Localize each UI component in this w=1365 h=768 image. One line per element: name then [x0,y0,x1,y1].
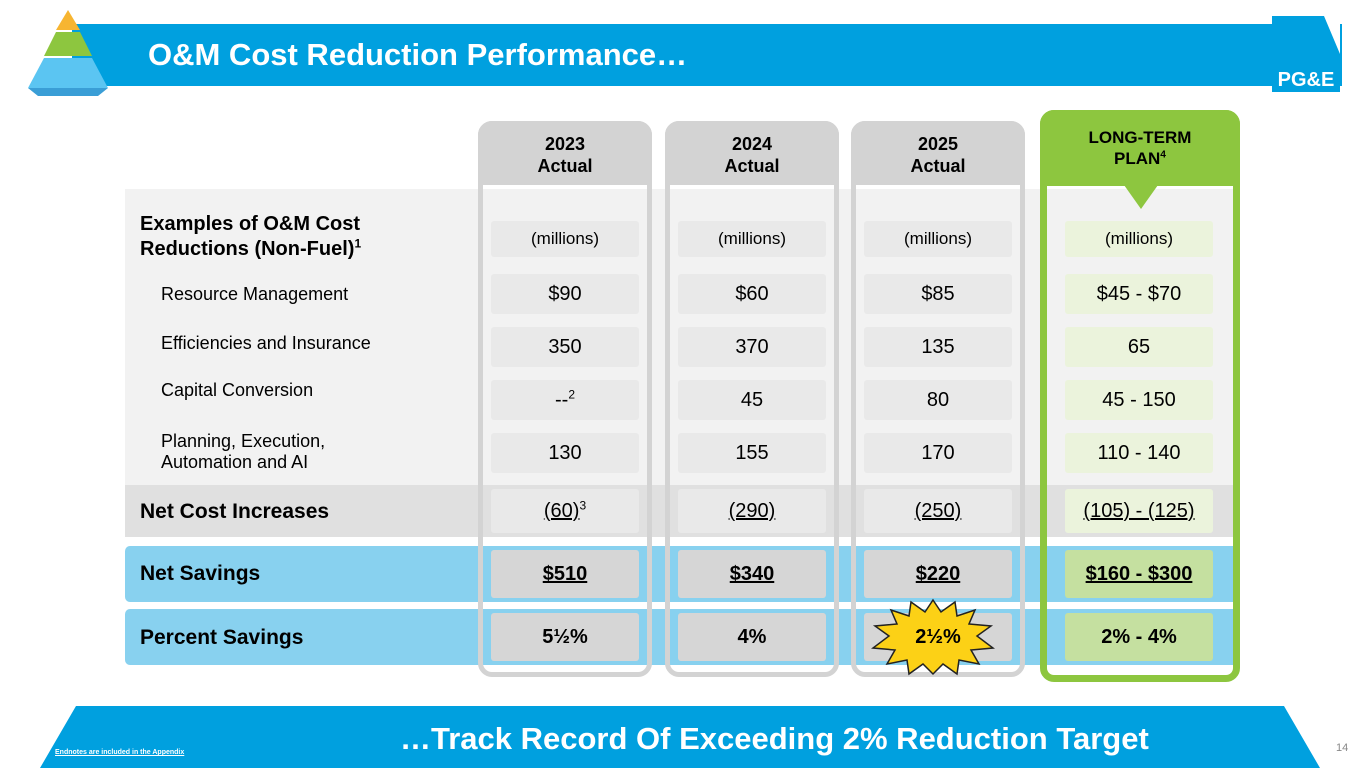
cell-2023-percent-savings: 5½% [491,613,639,661]
cell-2024-percent-savings: 4% [678,613,826,661]
cell-2025-efficiencies: 135 [864,327,1012,367]
cell-2025-resource-management: $85 [864,274,1012,314]
cell-2023-resource-management: $90 [491,274,639,314]
column-2025-header: 2025 Actual [851,121,1025,185]
cell-2025-percent-savings: 2½% [915,626,961,648]
cell-2024-unit: (millions) [678,221,826,257]
cell-2024-resource-management: $60 [678,274,826,314]
cell-2023-net-cost: (60)3 [491,489,639,533]
cell-2023-net-savings: $510 [491,550,639,598]
cell-lt-unit: (millions) [1065,221,1213,257]
column-2024-header: 2024 Actual [665,121,839,185]
page-number: 14 [1336,742,1349,754]
page-title: O&M Cost Reduction Performance… [148,37,688,72]
cell-2025-planning: 170 [864,433,1012,473]
label-efficiencies-insurance: Efficiencies and Insurance [161,333,371,353]
cell-lt-net-savings: $160 - $300 [1065,550,1213,598]
label-planning: Planning, Execution, Automation and AI [161,431,326,472]
logo-text: PG&E [1278,69,1335,91]
cell-lt-efficiencies: 65 [1065,327,1213,367]
label-net-cost-increases: Net Cost Increases [140,500,330,523]
title-bar [72,24,1342,86]
cell-lt-resource-management: $45 - $70 [1065,274,1213,314]
cell-2024-efficiencies: 370 [678,327,826,367]
label-capital-conversion: Capital Conversion [161,380,314,400]
cell-lt-percent-savings: 2% - 4% [1065,613,1213,661]
cell-2025-unit: (millions) [864,221,1012,257]
cell-2024-capital-conversion: 45 [678,380,826,420]
endnote-link[interactable]: Endnotes are included in the Appendix [55,749,185,756]
cell-2023-planning: 130 [491,433,639,473]
examples-heading: Examples of O&M Cost Reductions (Non-Fue… [140,213,362,260]
footer-bar [40,706,1320,768]
label-resource-management: Resource Management [161,284,349,304]
pge-logo: PG&E [1270,14,1346,94]
cell-2024-net-cost: (290) [678,489,826,533]
cell-lt-capital-conversion: 45 - 150 [1065,380,1213,420]
cell-2023-unit: (millions) [491,221,639,257]
label-percent-savings: Percent Savings [140,626,304,649]
cell-2025-capital-conversion: 80 [864,380,1012,420]
column-long-term-header: LONG-TERM PLAN4 [1040,110,1240,186]
cell-lt-net-cost: (105) - (125) [1065,489,1213,533]
cell-2024-net-savings: $340 [678,550,826,598]
cell-2023-capital-conversion: --2 [491,380,639,420]
pyramid-icon [28,10,108,96]
starburst-highlight [871,598,995,676]
footer-tagline: …Track Record Of Exceeding 2% Reduction … [400,721,1149,756]
cell-2024-planning: 155 [678,433,826,473]
cell-2023-efficiencies: 350 [491,327,639,367]
label-net-savings: Net Savings [140,562,261,585]
long-term-pointer [1124,185,1158,209]
cell-2025-net-savings: $220 [864,550,1012,598]
column-2023-header: 2023 Actual [478,121,652,185]
cell-2025-net-cost: (250) [864,489,1012,533]
cell-lt-planning: 110 - 140 [1065,433,1213,473]
